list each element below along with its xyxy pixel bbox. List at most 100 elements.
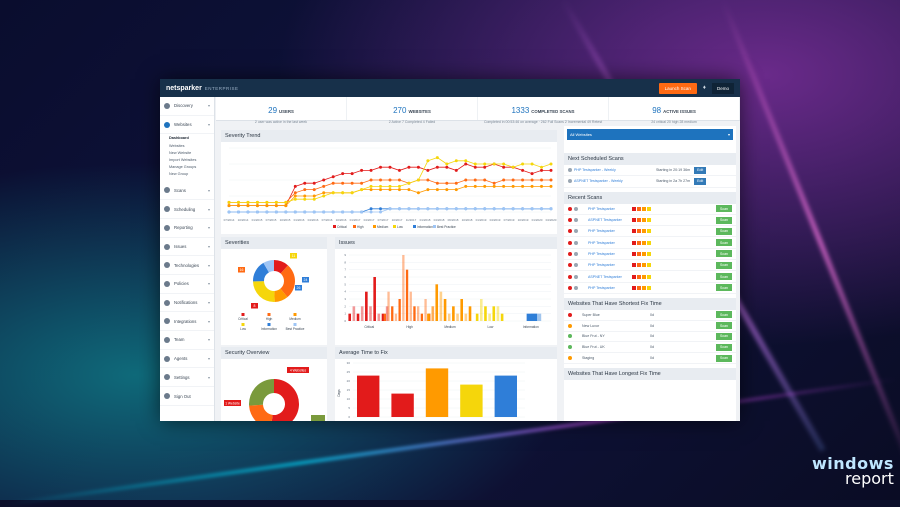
data-point[interactable] xyxy=(549,162,553,166)
brand-logo[interactable]: netsparker ENTERPRISE xyxy=(166,85,239,92)
data-point[interactable] xyxy=(416,207,420,211)
scheduled-scan-row[interactable]: PHP Testsparker - Weekly Starting in 20:1… xyxy=(564,165,736,177)
data-point[interactable] xyxy=(284,210,288,214)
data-point[interactable] xyxy=(246,210,250,214)
data-point[interactable] xyxy=(397,168,401,172)
data-point[interactable] xyxy=(426,159,430,163)
issue-bar[interactable] xyxy=(387,291,390,321)
data-point[interactable] xyxy=(530,184,534,188)
data-point[interactable] xyxy=(397,178,401,182)
data-point[interactable] xyxy=(407,188,411,192)
issue-bar[interactable] xyxy=(452,306,455,321)
data-point[interactable] xyxy=(227,204,231,208)
scan-button[interactable]: Scan xyxy=(716,216,732,224)
fix-time-row[interactable]: Blue Frut - NY 0d Scan xyxy=(564,332,736,343)
legend-label[interactable]: Medium xyxy=(377,225,389,229)
sidebar-item-discovery[interactable]: Discovery ▾ xyxy=(160,97,214,116)
data-point[interactable] xyxy=(236,210,240,214)
data-point[interactable] xyxy=(511,207,515,211)
data-point[interactable] xyxy=(464,184,468,188)
issue-bar[interactable] xyxy=(413,306,416,321)
sidebar-item-sign-out[interactable]: Sign Out xyxy=(160,387,214,406)
data-point[interactable] xyxy=(312,194,316,198)
data-point[interactable] xyxy=(265,210,269,214)
fix-time-row[interactable]: Staging 0d Scan xyxy=(564,353,736,364)
data-point[interactable] xyxy=(227,210,231,214)
data-point[interactable] xyxy=(473,162,477,166)
data-point[interactable] xyxy=(492,184,496,188)
scan-button[interactable]: Scan xyxy=(716,273,732,281)
sidebar-item-settings[interactable]: Settings ▾ xyxy=(160,368,214,388)
issue-bar[interactable] xyxy=(405,269,409,321)
data-point[interactable] xyxy=(350,210,354,214)
issue-bar[interactable] xyxy=(381,313,385,321)
data-point[interactable] xyxy=(284,200,288,204)
data-point[interactable] xyxy=(397,184,401,188)
data-point[interactable] xyxy=(331,210,335,214)
donut-slice[interactable] xyxy=(271,379,299,421)
fix-time-bar[interactable] xyxy=(391,393,414,417)
scheduled-scan-row[interactable]: ASPNET Testsparker - Weekly Starting in 2… xyxy=(564,176,736,188)
data-point[interactable] xyxy=(445,162,449,166)
launch-scan-button[interactable]: Launch Scan xyxy=(658,82,697,94)
data-point[interactable] xyxy=(416,165,420,169)
data-point[interactable] xyxy=(284,204,288,208)
data-point[interactable] xyxy=(331,175,335,179)
data-point[interactable] xyxy=(255,210,259,214)
data-point[interactable] xyxy=(255,204,259,208)
issue-bar[interactable] xyxy=(475,313,479,321)
recent-scan-row[interactable]: PHP Testsparker Scan xyxy=(564,237,736,249)
submenu-item[interactable]: New Website xyxy=(169,150,192,155)
data-point[interactable] xyxy=(426,168,430,172)
legend-label[interactable]: Information xyxy=(417,225,433,229)
issue-bar[interactable] xyxy=(356,313,360,321)
data-point[interactable] xyxy=(341,172,345,176)
website-name[interactable]: Blue Frut - NY xyxy=(582,334,605,339)
data-point[interactable] xyxy=(454,207,458,211)
legend-label[interactable]: Low xyxy=(397,225,404,229)
data-point[interactable] xyxy=(274,204,278,208)
data-point[interactable] xyxy=(236,200,240,204)
website-name[interactable]: Blue Frut - UK xyxy=(582,345,605,350)
data-point[interactable] xyxy=(521,168,525,172)
data-point[interactable] xyxy=(369,207,373,211)
data-point[interactable] xyxy=(350,181,354,185)
scan-button[interactable]: Scan xyxy=(716,250,732,258)
issue-bar[interactable] xyxy=(496,306,500,321)
sidebar-item-websites[interactable]: Websites ▾ xyxy=(160,116,214,135)
scan-button[interactable]: Scan xyxy=(716,311,732,319)
fix-time-bar[interactable] xyxy=(494,375,517,417)
data-point[interactable] xyxy=(483,165,487,169)
data-point[interactable] xyxy=(445,207,449,211)
legend-label[interactable]: Low xyxy=(240,327,247,331)
data-point[interactable] xyxy=(473,184,477,188)
data-point[interactable] xyxy=(454,188,458,192)
donut-slice[interactable] xyxy=(253,262,269,282)
data-point[interactable] xyxy=(464,159,468,163)
data-point[interactable] xyxy=(379,210,383,214)
legend-label[interactable]: Best Practice xyxy=(286,327,305,331)
recent-scan-row[interactable]: ASPNET Testsparker Scan xyxy=(564,215,736,227)
legend-label[interactable]: Critical xyxy=(238,317,248,321)
data-point[interactable] xyxy=(255,200,259,204)
issue-bar[interactable] xyxy=(447,313,451,321)
data-point[interactable] xyxy=(416,191,420,195)
issue-bar[interactable] xyxy=(373,277,376,321)
data-point[interactable] xyxy=(502,162,506,166)
data-point[interactable] xyxy=(502,184,506,188)
data-point[interactable] xyxy=(435,207,439,211)
issue-bar[interactable] xyxy=(500,313,504,321)
data-point[interactable] xyxy=(341,191,345,195)
website-name[interactable]: Staging xyxy=(582,356,595,361)
data-point[interactable] xyxy=(322,194,326,198)
submenu-item[interactable]: Dashboard xyxy=(169,136,189,141)
issue-bar[interactable] xyxy=(460,299,463,321)
data-point[interactable] xyxy=(549,184,553,188)
sidebar-item-integrations[interactable]: Integrations ▾ xyxy=(160,312,214,332)
issue-bar[interactable] xyxy=(464,313,468,321)
data-point[interactable] xyxy=(379,207,383,211)
data-point[interactable] xyxy=(360,188,364,192)
sidebar-item-agents[interactable]: Agents ▾ xyxy=(160,350,214,369)
issue-bar[interactable] xyxy=(488,313,491,321)
issue-bar[interactable] xyxy=(443,299,447,321)
